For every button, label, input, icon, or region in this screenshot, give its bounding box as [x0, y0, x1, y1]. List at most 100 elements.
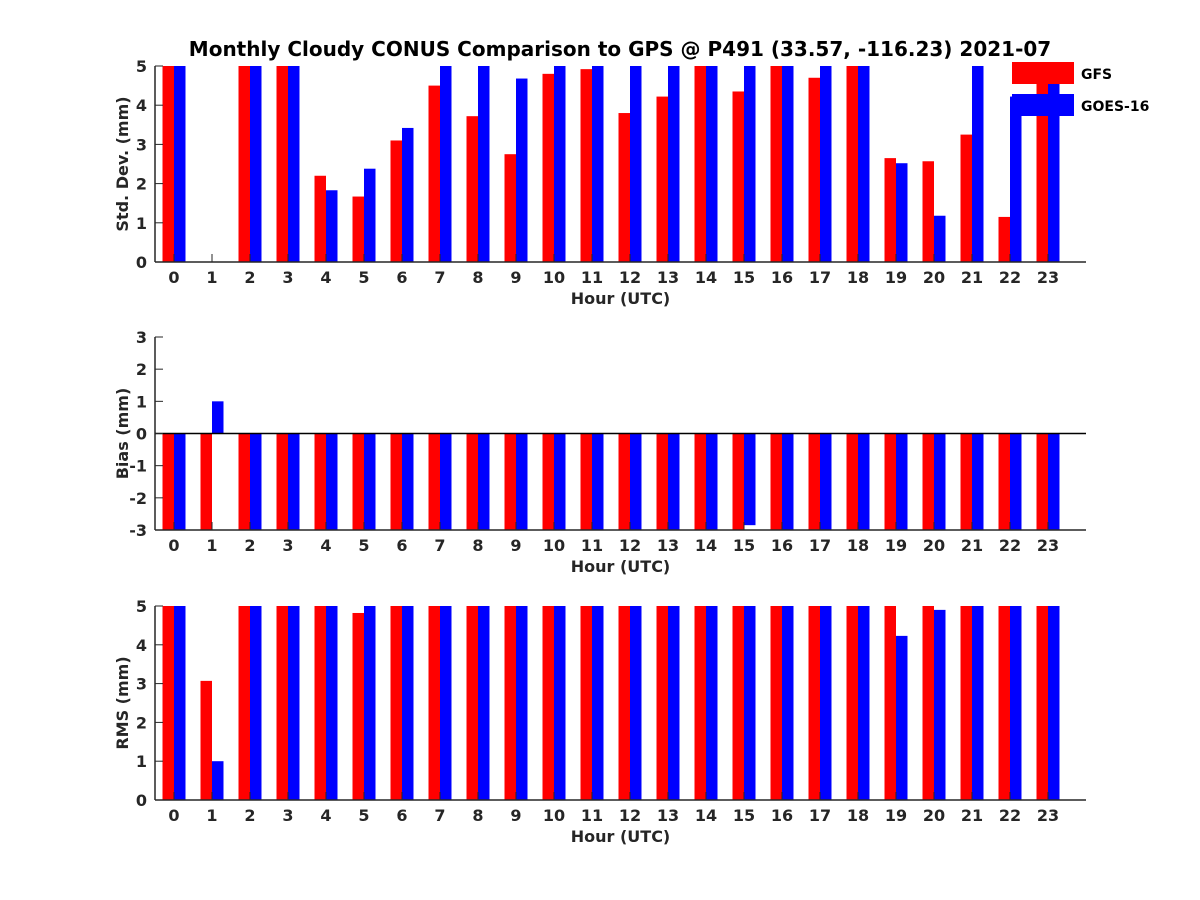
bar-goes-16-16 [782, 606, 794, 800]
x-tick-label: 8 [472, 268, 483, 287]
x-tick-label: 20 [923, 536, 945, 555]
x-tick-label: 8 [472, 806, 483, 825]
legend-swatch-goes-16 [1012, 94, 1074, 116]
bar-gfs-18 [846, 433, 858, 530]
bar-gfs-8 [466, 433, 478, 530]
x-tick-label: 17 [809, 806, 831, 825]
x-tick-label: 15 [733, 806, 755, 825]
x-tick-label: 9 [510, 806, 521, 825]
bar-goes-16-23 [1048, 66, 1060, 262]
x-tick-label: 16 [771, 536, 793, 555]
bar-goes-16-14 [706, 433, 718, 530]
legend: GFS GOES-16 [1012, 62, 1149, 116]
bar-goes-16-18 [858, 606, 870, 800]
bar-gfs-11 [580, 433, 592, 530]
x-tick-label: 18 [847, 536, 869, 555]
y-tick-label: 1 [136, 752, 147, 771]
x-tick-label: 13 [657, 268, 679, 287]
bar-gfs-17 [808, 606, 820, 800]
x-tick-label: 16 [771, 806, 793, 825]
bar-goes-16-7 [440, 606, 452, 800]
x-tick-label: 7 [434, 536, 445, 555]
bar-goes-16-11 [592, 433, 604, 530]
x-axis-label: Hour (UTC) [571, 289, 671, 308]
bar-gfs-7 [428, 85, 440, 262]
bar-gfs-14 [694, 433, 706, 530]
legend-swatch-gfs [1012, 62, 1074, 84]
bar-goes-16-10 [554, 606, 566, 800]
bar-goes-16-15 [744, 433, 756, 526]
bar-gfs-12 [618, 433, 630, 530]
bar-goes-16-2 [250, 433, 262, 530]
y-axis-label: Bias (mm) [113, 388, 132, 480]
bar-goes-16-13 [668, 433, 680, 530]
bar-goes-16-16 [782, 66, 794, 262]
bar-goes-16-0 [174, 433, 186, 530]
bar-gfs-3 [276, 433, 288, 530]
y-tick-label: 3 [136, 328, 147, 347]
x-tick-label: 5 [358, 806, 369, 825]
bar-goes-16-12 [630, 606, 642, 800]
x-tick-label: 21 [961, 806, 983, 825]
bar-goes-16-5 [364, 168, 376, 262]
y-tick-label: 3 [136, 135, 147, 154]
bar-goes-16-20 [934, 215, 946, 262]
x-tick-label: 13 [657, 806, 679, 825]
bar-gfs-23 [1036, 606, 1048, 800]
x-tick-label: 14 [695, 536, 717, 555]
bar-goes-16-3 [288, 606, 300, 800]
bar-goes-16-3 [288, 433, 300, 530]
y-tick-label: 1 [136, 214, 147, 233]
bar-goes-16-4 [326, 433, 338, 530]
y-tick-label: 5 [136, 57, 147, 76]
bar-gfs-23 [1036, 77, 1048, 262]
bar-gfs-13 [656, 606, 668, 800]
x-tick-label: 22 [999, 268, 1021, 287]
bar-gfs-10 [542, 73, 554, 262]
bar-goes-16-18 [858, 433, 870, 530]
bar-gfs-17 [808, 433, 820, 530]
x-tick-label: 0 [168, 268, 179, 287]
bar-gfs-3 [276, 66, 288, 262]
bar-gfs-4 [314, 606, 326, 800]
bar-gfs-5 [352, 433, 364, 530]
bar-goes-16-19 [896, 433, 908, 530]
bar-goes-16-17 [820, 66, 832, 262]
bar-goes-16-1 [212, 761, 224, 800]
x-tick-label: 6 [396, 268, 407, 287]
y-tick-label: -1 [129, 457, 147, 476]
x-tick-label: 15 [733, 536, 755, 555]
x-tick-label: 23 [1037, 268, 1059, 287]
bar-gfs-0 [162, 66, 174, 262]
y-tick-label: 2 [136, 360, 147, 379]
bar-goes-16-22 [1010, 433, 1022, 530]
x-tick-label: 14 [695, 806, 717, 825]
bar-goes-16-18 [858, 66, 870, 262]
bar-goes-16-21 [972, 606, 984, 800]
x-tick-label: 2 [244, 268, 255, 287]
bar-goes-16-15 [744, 66, 756, 262]
bar-gfs-16 [770, 606, 782, 800]
bar-goes-16-7 [440, 433, 452, 530]
bar-gfs-4 [314, 175, 326, 262]
bar-goes-16-17 [820, 606, 832, 800]
bar-gfs-1 [200, 680, 212, 800]
x-tick-label: 18 [847, 268, 869, 287]
x-tick-label: 3 [282, 806, 293, 825]
bar-goes-16-10 [554, 66, 566, 262]
bar-goes-16-20 [934, 609, 946, 800]
bar-gfs-2 [238, 433, 250, 530]
bar-goes-16-23 [1048, 606, 1060, 800]
x-tick-label: 6 [396, 536, 407, 555]
bar-gfs-10 [542, 433, 554, 530]
bar-goes-16-2 [250, 606, 262, 800]
x-tick-label: 5 [358, 268, 369, 287]
x-tick-label: 4 [320, 268, 331, 287]
bar-gfs-20 [922, 161, 934, 262]
bar-goes-16-21 [972, 66, 984, 262]
bar-goes-16-17 [820, 433, 832, 530]
x-axis-label: Hour (UTC) [571, 557, 671, 576]
bar-gfs-1 [200, 433, 212, 530]
